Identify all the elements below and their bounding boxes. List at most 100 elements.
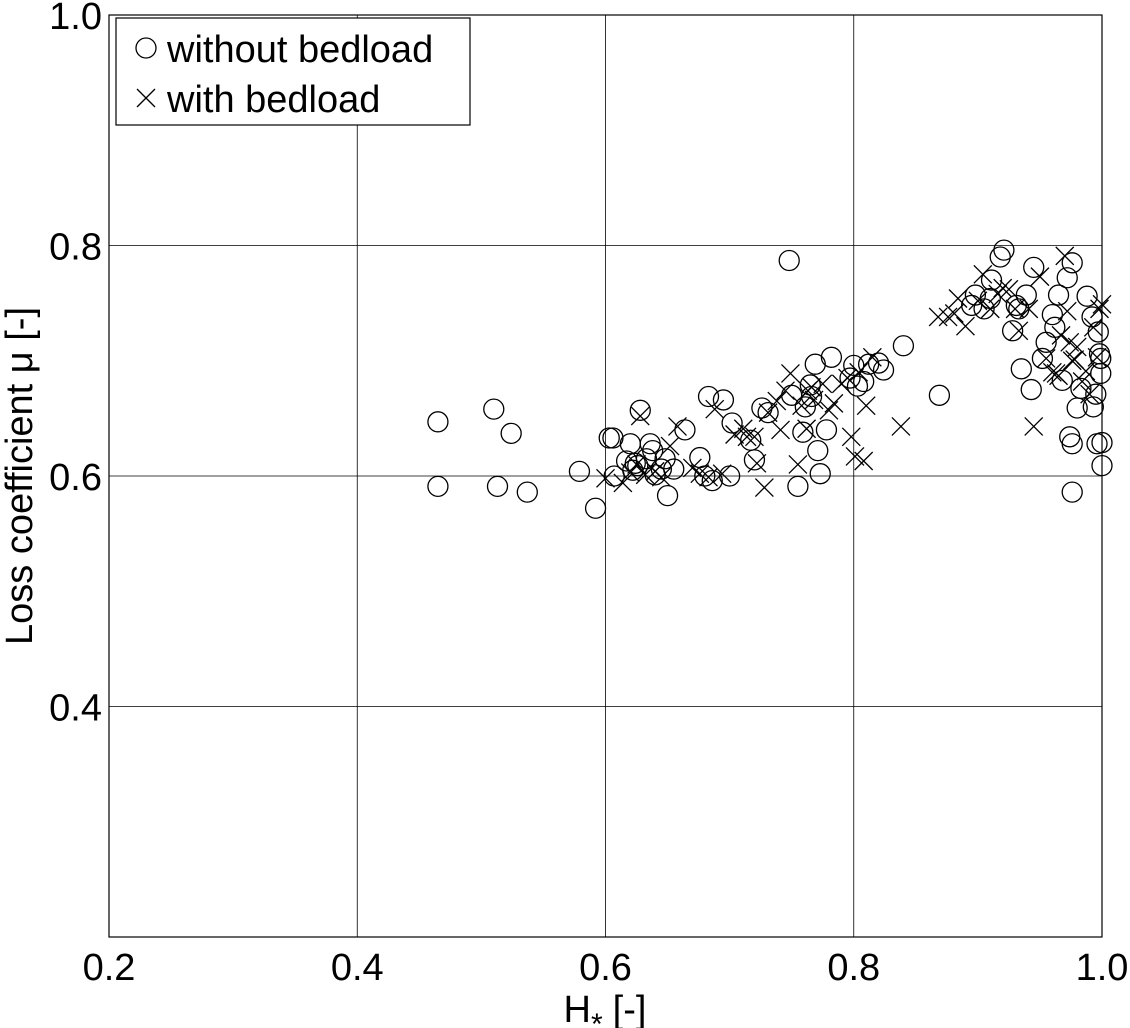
point-without-bedload [712,389,735,411]
point-with-bedload [813,374,833,394]
point-with-bedload [1076,361,1096,381]
point-without-bedload [778,249,800,272]
point-with-bedload [999,279,1019,299]
point-with-bedload [968,291,988,311]
point-without-bedload [973,298,995,320]
point-without-bedload [751,397,773,419]
x-tick-label: 0.2 [83,947,136,989]
point-without-bedload [1066,397,1088,419]
point-with-bedload [1087,347,1107,367]
y-axis-label: Loss coefficient μ [-] [0,307,41,645]
point-without-bedload [1015,284,1037,306]
data-markers [427,239,1113,519]
point-without-bedload [568,460,591,483]
point-with-bedload [747,453,767,473]
point-without-bedload [757,401,779,424]
point-with-bedload [737,427,757,447]
point-without-bedload [689,446,711,469]
point-without-bedload [694,465,716,487]
legend-label-without-bedload: without bedload [166,29,433,71]
point-without-bedload [872,359,895,381]
x-tick-label: 1.0 [1076,947,1129,989]
legend: without bedload with bedload [115,17,471,126]
point-without-bedload [815,419,838,441]
x-axis-label: H* [-] [564,989,647,1028]
point-with-bedload [1049,366,1069,386]
point-with-bedload [1062,351,1082,371]
point-with-bedload [630,406,650,426]
point-with-bedload [1067,337,1087,357]
point-with-bedload [660,436,680,456]
point-with-bedload [849,362,869,382]
y-tick-label: 0.6 [49,457,102,499]
legend-box [115,17,471,126]
x-axis-label-unit: [-] [613,989,647,1028]
tick-labels: 0.2 0.4 0.6 0.8 1.0 0.4 0.6 0.8 1.0 [49,0,1128,989]
point-without-bedload [1023,256,1045,279]
point-without-bedload [804,353,826,375]
point-with-bedload [682,458,702,478]
point-without-bedload [867,352,890,374]
point-with-bedload [635,465,655,485]
point-with-bedload [1090,299,1109,319]
point-without-bedload [1082,396,1104,418]
point-without-bedload [794,396,816,418]
point-with-bedload [824,393,844,413]
point-with-bedload [1019,299,1039,319]
point-without-bedload [1070,377,1092,400]
point-without-bedload [792,421,814,443]
point-without-bedload [853,370,875,393]
point-without-bedload [1061,481,1083,503]
legend-cross-marker [136,88,156,108]
point-with-bedload [1083,317,1103,337]
point-without-bedload [1085,383,1107,405]
point-without-bedload [1090,347,1112,370]
point-without-bedload [799,374,821,396]
point-with-bedload [956,316,975,336]
point-with-bedload [802,377,822,397]
point-without-bedload [820,346,843,368]
point-without-bedload [839,367,861,389]
y-tick-label: 1.0 [49,0,102,38]
point-without-bedload [674,419,696,441]
plot-frame [108,14,1103,938]
point-with-bedload [699,467,718,487]
point-without-bedload [486,475,509,498]
point-without-bedload [1061,433,1083,455]
point-without-bedload [619,433,641,455]
point-with-bedload [845,446,865,466]
point-without-bedload [598,427,620,449]
point-with-bedload [596,468,615,488]
point-with-bedload [1030,267,1050,287]
point-with-bedload [771,420,790,440]
point-with-bedload [1036,348,1056,368]
point-without-bedload [427,411,449,433]
point-without-bedload [1076,285,1098,307]
point-without-bedload [1061,252,1083,274]
point-with-bedload [891,416,911,436]
point-without-bedload [1001,320,1024,342]
point-without-bedload [427,475,449,498]
point-with-bedload [938,307,958,327]
point-with-bedload [1042,362,1062,382]
point-without-bedload [1010,358,1032,380]
point-with-bedload [1051,325,1071,345]
point-with-bedload [1005,299,1025,319]
point-without-bedload [656,484,679,507]
point-with-bedload [856,396,876,416]
point-with-bedload [792,396,812,416]
x-tick-label: 0.6 [579,947,632,989]
point-with-bedload [980,299,1000,319]
point-with-bedload [668,416,687,436]
point-without-bedload [483,398,505,420]
point-with-bedload [944,304,964,323]
point-with-bedload [788,455,808,474]
x-axis-label-subscript: * [591,1008,603,1028]
point-with-bedload [854,451,874,471]
point-without-bedload [807,439,829,462]
point-without-bedload [624,452,646,474]
point-with-bedload [804,390,824,410]
point-without-bedload [743,449,766,471]
point-without-bedload [846,375,869,397]
